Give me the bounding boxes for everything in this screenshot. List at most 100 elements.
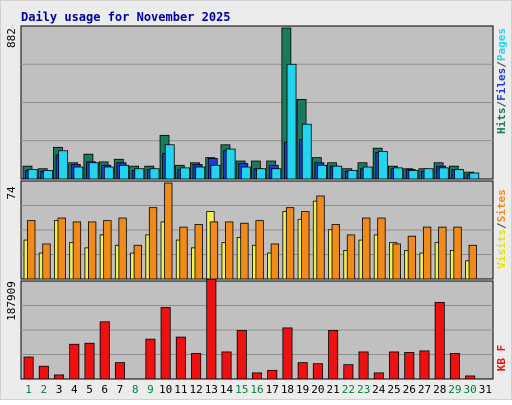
sites-bar-day-30 <box>468 244 477 280</box>
kb-f-bar-day-6 <box>99 321 110 380</box>
sites-bar-day-21 <box>331 224 340 280</box>
kb-f-bar-day-12 <box>191 353 202 380</box>
pages-bar-day-6 <box>103 166 114 180</box>
sites-bar-day-1 <box>27 220 36 280</box>
pages-bar-day-4 <box>73 166 84 180</box>
day-label-14: 14 <box>220 383 234 396</box>
sites-bar-day-6 <box>103 220 112 280</box>
pages-bar-day-24 <box>377 151 388 180</box>
legend-item: KB F <box>495 345 508 372</box>
pages-bar-day-5 <box>88 162 99 180</box>
panel-sites-visits <box>20 180 494 280</box>
kb-f-bar-day-29 <box>449 353 460 380</box>
day-label-30: 30 <box>464 383 477 396</box>
kb-f-bar-day-22 <box>343 364 354 380</box>
kb-f-bar-day-4 <box>69 343 80 380</box>
pages-bar-day-1 <box>27 169 38 180</box>
day-label-25: 25 <box>387 383 400 396</box>
legend-hits-files-pages: Hits/Files/Pages <box>495 28 508 134</box>
pages-bar-day-28 <box>438 167 449 180</box>
sites-bar-day-11 <box>179 226 188 280</box>
day-label-26: 26 <box>403 383 416 396</box>
sites-bar-day-23 <box>362 217 371 280</box>
day-label-1: 1 <box>25 383 32 396</box>
legend-item: Files <box>495 68 508 101</box>
day-label-20: 20 <box>311 383 324 396</box>
pages-bar-day-10 <box>164 144 175 180</box>
x-axis-day-labels: 1 2 3 4 5 6 7 8 9 10 11 12 13 14 15 16 17 18 19 20 21 22 23 24 2… <box>25 383 492 396</box>
kb-f-bar-day-10 <box>160 307 171 380</box>
kb-f-bar-day-11 <box>175 336 186 380</box>
sites-bar-day-7 <box>118 217 127 280</box>
sites-bar-day-20 <box>316 195 325 280</box>
kb-f-bar-day-24 <box>373 372 384 380</box>
day-label-16: 16 <box>250 383 263 396</box>
sites-bar-day-9 <box>148 207 158 280</box>
day-label-28: 28 <box>433 383 446 396</box>
kb-f-bar-day-17 <box>267 369 278 380</box>
sites-bar-day-10 <box>164 182 173 280</box>
sites-bar-day-24 <box>377 217 386 280</box>
pages-bar-day-11 <box>180 167 190 180</box>
sites-bar-day-19 <box>301 211 310 280</box>
legend-item: / <box>495 61 508 68</box>
day-label-2: 2 <box>41 383 48 396</box>
kb-f-bar-day-14 <box>221 351 232 380</box>
day-label-23: 23 <box>357 383 370 396</box>
sites-bar-day-8 <box>133 244 142 280</box>
day-label-31: 31 <box>479 383 492 396</box>
legend-item: Pages <box>495 28 508 61</box>
sites-bar-day-12 <box>194 224 203 280</box>
pages-bar-day-19 <box>301 123 312 180</box>
sites-bar-day-27 <box>422 226 432 280</box>
legend-visits-sites: Visits/Sites <box>495 189 508 269</box>
kb-f-bar-day-18 <box>282 327 293 380</box>
sites-bar-day-13 <box>209 221 219 280</box>
day-label-11: 11 <box>174 383 187 396</box>
pages-bar-day-25 <box>393 167 404 180</box>
pages-bar-day-21 <box>332 165 343 180</box>
kb-f-bar-day-16 <box>251 372 263 380</box>
sites-bar-day-15 <box>240 222 249 280</box>
y-max-label-kbf: 187909 <box>5 281 18 321</box>
pages-bar-day-20 <box>317 164 327 180</box>
day-label-12: 12 <box>189 383 202 396</box>
day-label-4: 4 <box>71 383 78 396</box>
legend-kbf: KB F <box>495 345 508 372</box>
kb-f-bar-day-23 <box>358 351 369 380</box>
kb-f-bar-day-25 <box>389 351 400 380</box>
pages-bar-day-3 <box>58 150 69 180</box>
day-label-24: 24 <box>372 383 386 396</box>
pages-bar-day-14 <box>225 148 236 180</box>
sites-bar-day-22 <box>346 234 356 280</box>
pages-bar-day-2 <box>43 170 53 180</box>
legend-item: Sites <box>495 189 508 222</box>
day-label-9: 9 <box>147 383 154 396</box>
pages-bar-day-16 <box>256 168 266 180</box>
sites-bar-day-28 <box>438 226 447 280</box>
day-label-18: 18 <box>281 383 294 396</box>
day-label-21: 21 <box>327 383 340 396</box>
day-label-13: 13 <box>205 383 218 396</box>
day-label-3: 3 <box>56 383 63 396</box>
kb-f-bar-day-1 <box>23 356 34 380</box>
kb-f-bar-day-15 <box>236 330 247 380</box>
pages-bar-day-8 <box>134 168 145 180</box>
day-label-7: 7 <box>117 383 124 396</box>
pages-bar-day-23 <box>362 166 373 180</box>
kb-f-bar-day-26 <box>404 352 415 380</box>
day-label-17: 17 <box>266 383 279 396</box>
sites-bar-day-4 <box>72 221 82 280</box>
kb-f-bar-day-21 <box>328 330 339 380</box>
y-max-label-sites: 74 <box>5 186 18 200</box>
legend-item: Visits <box>495 229 508 269</box>
kb-f-bar-day-3 <box>54 374 65 380</box>
sites-bar-day-17 <box>270 243 280 280</box>
chart-title: Daily usage for November 2025 <box>21 10 231 24</box>
day-label-19: 19 <box>296 383 309 396</box>
day-label-5: 5 <box>86 383 93 396</box>
pages-bar-day-12 <box>195 166 206 180</box>
day-label-8: 8 <box>132 383 139 396</box>
